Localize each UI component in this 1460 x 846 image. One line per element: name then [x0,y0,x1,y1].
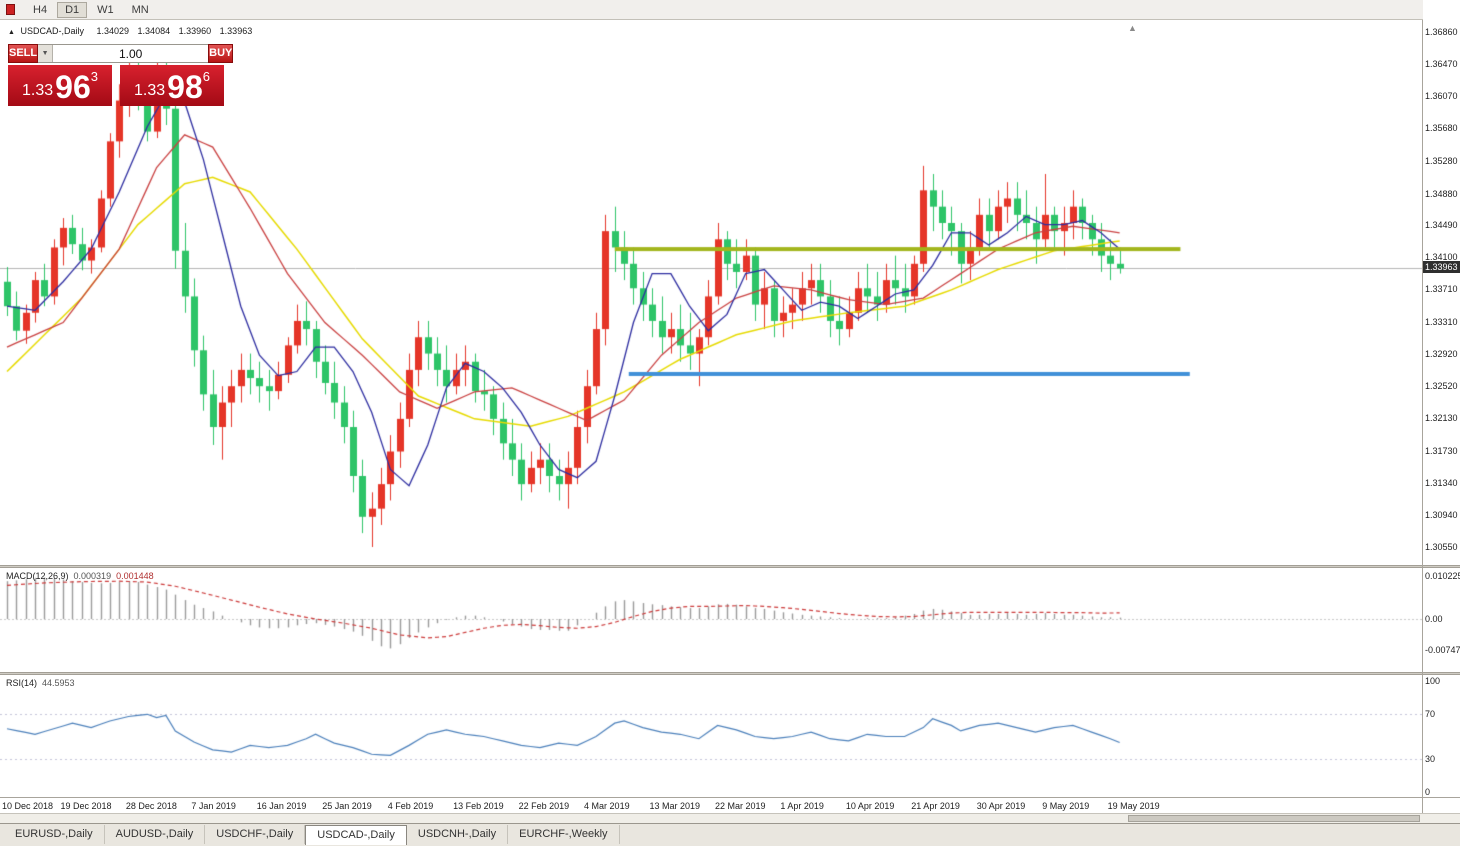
chart-tab[interactable]: USDCHF-,Daily [205,825,306,844]
rsi-axis-label: 70 [1425,709,1436,720]
time-axis-label: 4 Mar 2019 [584,801,630,811]
time-axis-separator [0,797,1460,798]
chart-shift-marker-icon[interactable]: ▲ [1128,23,1137,33]
chart-tab[interactable]: EURUSD-,Daily [4,825,105,844]
price-axis: 1.33963 1.36860 1.36470 1.36070 1.35680 1.35… [1423,0,1460,813]
chart-tab[interactable]: USDCAD-,Daily [305,825,407,845]
buy-price-point: 6 [202,69,210,84]
timeframe-toolbar: H4 D1 W1 MN [0,0,1460,20]
rsi-chart-canvas[interactable] [0,675,1422,797]
rsi-axis-label: 0 [1425,787,1431,797]
time-axis: 10 Dec 2018 19 Dec 2018 28 Dec 2018 7 Jan 2… [0,797,1422,813]
horizontal-scrollbar[interactable] [0,813,1460,823]
price-axis-label: 1.30940 [1425,510,1458,521]
price-axis-label: 1.36070 [1425,91,1458,102]
timeframe-button-w1[interactable]: W1 [97,3,114,16]
scrollbar-thumb[interactable] [1128,815,1420,822]
chart-tab[interactable]: AUDUSD-,Daily [105,825,206,844]
one-click-trading-panel: SELL ▼ BUY 1.33 96 3 1.33 98 6 [8,44,234,106]
price-axis-separator [1422,20,1423,813]
price-axis-label: 1.30550 [1425,542,1458,552]
macd-value: 0.000319 [73,571,112,581]
macd-indicator-label: MACD(12,26,9) 0.000319 0.001448 [6,571,154,581]
time-axis-label: 13 Mar 2019 [649,801,701,811]
chart-symbol-label: USDCAD-,Daily [20,26,84,36]
time-axis-label: 19 May 2019 [1107,801,1160,811]
time-axis-label: 9 May 2019 [1042,801,1090,811]
price-axis-label: 1.31730 [1425,445,1458,456]
ohlc-high: 1.34084 [137,26,171,36]
price-axis-label: 1.35280 [1425,155,1458,166]
price-axis-label: 1.33710 [1425,284,1458,295]
chart-title-marker-icon: ▲ [8,29,15,36]
buy-button[interactable]: BUY [208,44,234,63]
time-axis-label: 30 Apr 2019 [976,801,1026,811]
sell-button[interactable]: SELL [8,44,39,63]
buy-price-pips: 98 [167,69,203,105]
macd-axis-label: 0.010225 [1425,571,1460,582]
sell-price-point: 3 [90,69,98,84]
panel-splitter[interactable] [0,565,1460,568]
price-axis-label: 1.33310 [1425,316,1458,327]
macd-title: MACD(12,26,9) [6,571,69,581]
time-axis-label: 16 Jan 2019 [256,801,307,811]
price-axis-label: 1.34880 [1425,188,1458,199]
price-axis-label: 1.32520 [1425,381,1458,392]
macd-chart-canvas[interactable] [0,568,1422,672]
price-axis-label: 1.32920 [1425,348,1458,359]
time-axis-label: 28 Dec 2018 [125,801,177,811]
chart-tabs-bar: EURUSD-,Daily AUDUSD-,Daily USDCHF-,Daily U… [0,823,1460,846]
time-axis-label: 10 Apr 2019 [845,801,895,811]
rsi-indicator-label: RSI(14) 44.5953 [6,678,75,688]
current-price-badge: 1.33963 [1423,261,1460,274]
buy-price-display[interactable]: 1.33 98 6 [120,65,224,106]
time-axis-label: 22 Feb 2019 [518,801,570,811]
price-axis-label: 1.35680 [1425,123,1458,134]
time-axis-label: 13 Feb 2019 [453,801,504,811]
time-axis-label: 1 Apr 2019 [780,801,824,811]
time-axis-label: 21 Apr 2019 [911,801,960,811]
volume-dropdown-icon[interactable]: ▼ [38,45,54,62]
macd-signal-value: 0.001448 [116,571,154,581]
rsi-title: RSI(14) [6,678,38,688]
price-axis-label: 1.36860 [1425,27,1458,37]
ohlc-close: 1.33963 [219,26,253,36]
time-axis-label: 19 Dec 2018 [60,801,112,811]
price-axis-label: 1.32130 [1425,413,1458,424]
panel-splitter[interactable] [0,672,1460,675]
rsi-axis-label: 100 [1425,676,1441,686]
timeframe-buttons: H4 D1 W1 MN [25,1,157,18]
sell-price-pips: 96 [55,69,91,105]
price-axis-label: 1.31340 [1425,477,1458,488]
sell-price-base: 1.33 [22,82,54,99]
chart-toolbar-icon[interactable] [6,4,15,15]
time-axis-label: 7 Jan 2019 [191,801,236,811]
price-chart-canvas[interactable] [0,21,1422,565]
volume-input[interactable] [53,45,209,62]
rsi-value: 44.5953 [42,678,75,688]
price-axis-label: 1.34100 [1425,252,1458,263]
time-axis-label: 22 Mar 2019 [714,801,766,811]
sell-price-display[interactable]: 1.33 96 3 [8,65,112,106]
macd-axis-label: -0.007475 [1425,645,1460,656]
buy-price-base: 1.33 [134,82,166,99]
ohlc-low: 1.33960 [178,26,212,36]
timeframe-button-h4[interactable]: H4 [33,3,48,16]
time-axis-label: 10 Dec 2018 [2,801,54,811]
price-axis-label: 1.34490 [1425,220,1458,231]
time-axis-label: 25 Jan 2019 [322,801,372,811]
chart-title: ▲ USDCAD-,Daily 1.34029 1.34084 1.33960 … [8,26,258,36]
ohlc-open: 1.34029 [96,26,130,36]
rsi-axis-label: 30 [1425,753,1436,764]
price-axis-label: 1.36470 [1425,58,1458,69]
timeframe-button-d1[interactable]: D1 [57,1,88,18]
chart-tab[interactable]: USDCNH-,Daily [407,825,509,844]
timeframe-button-mn[interactable]: MN [131,3,149,16]
volume-control: ▼ [38,44,209,63]
macd-axis-label: 0.00 [1425,614,1443,624]
chart-tab[interactable]: EURCHF-,Weekly [508,825,620,844]
time-axis-label: 4 Feb 2019 [387,801,434,811]
